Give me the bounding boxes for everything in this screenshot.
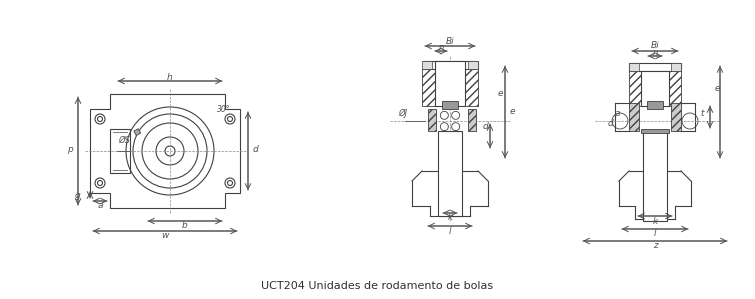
Bar [442, 101, 458, 109]
Bar [423, 61, 478, 69]
Bar [641, 71, 669, 106]
Bar [468, 61, 478, 69]
Bar [629, 63, 681, 71]
Text: d: d [483, 122, 488, 131]
Text: w: w [162, 231, 168, 240]
Text: UCT204 Unidades de rodamento de bolas: UCT204 Unidades de rodamento de bolas [261, 281, 493, 291]
Text: n: n [439, 42, 444, 51]
Text: p: p [67, 144, 73, 153]
Bar [647, 101, 663, 109]
Bar [629, 103, 639, 131]
Bar [110, 129, 130, 173]
Text: a: a [615, 109, 620, 118]
Text: ØS: ØS [118, 136, 130, 145]
Bar [134, 129, 140, 135]
Text: e: e [498, 89, 504, 98]
Bar [629, 63, 639, 71]
Text: d: d [607, 119, 613, 128]
Text: e: e [510, 106, 516, 115]
Text: e: e [715, 84, 720, 93]
Bar [671, 63, 681, 71]
Bar [641, 129, 669, 133]
Text: Bi: Bi [445, 36, 455, 45]
Text: g: g [74, 190, 80, 199]
Text: a: a [97, 202, 103, 210]
Text: ØJ: ØJ [398, 109, 407, 118]
Bar [435, 61, 465, 106]
Text: h: h [167, 72, 173, 82]
Bar [422, 61, 432, 69]
Text: n: n [652, 48, 658, 57]
Text: l: l [654, 230, 656, 239]
Bar [671, 103, 681, 131]
Text: l: l [448, 227, 451, 236]
Text: k: k [652, 216, 658, 225]
Text: Bi: Bi [651, 42, 659, 51]
Text: k: k [448, 213, 453, 222]
Text: 30°: 30° [217, 104, 230, 114]
Text: d: d [253, 144, 259, 153]
Text: t: t [700, 109, 704, 118]
Bar [428, 109, 436, 131]
Bar [468, 109, 476, 131]
Text: b: b [182, 222, 188, 231]
Bar [643, 131, 667, 221]
Bar [438, 131, 462, 216]
Text: z: z [652, 242, 658, 251]
